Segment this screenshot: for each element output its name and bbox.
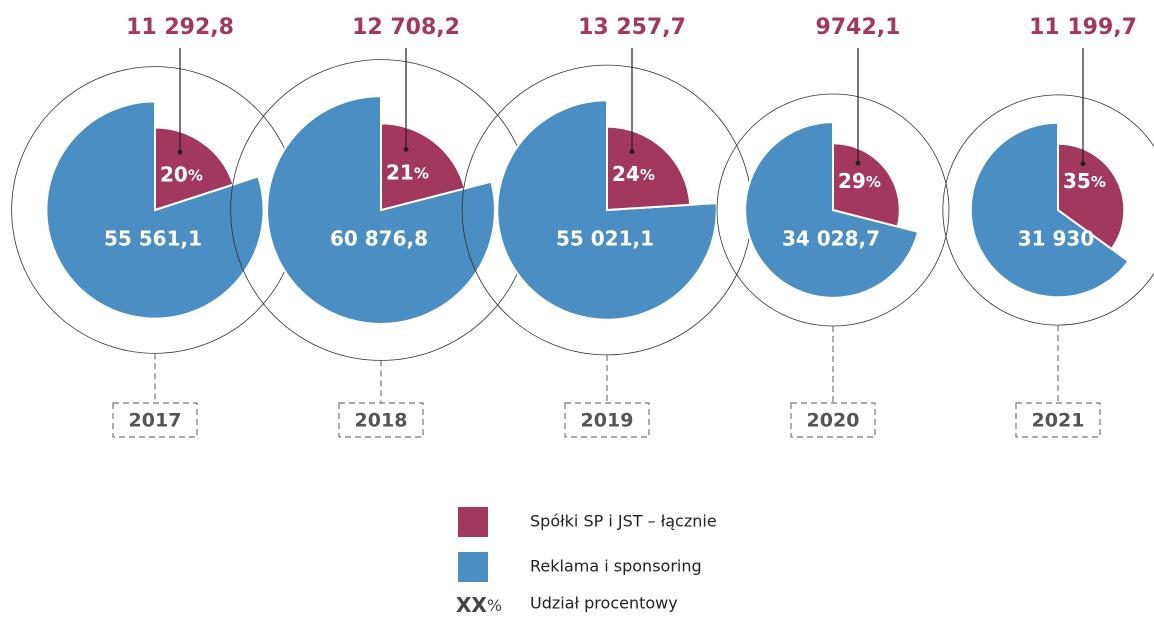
share-value: 21	[386, 160, 414, 184]
callout-dot	[177, 149, 183, 155]
share-unit: %	[640, 165, 655, 183]
year-box	[790, 402, 876, 438]
callout-dot	[1080, 161, 1086, 167]
callout-dot	[629, 149, 635, 155]
pie-slice	[1057, 142, 1126, 251]
value-label: 34 028,7	[782, 227, 880, 251]
share-label: 35%	[1063, 169, 1106, 193]
value-label: 11 292,8	[126, 15, 234, 40]
pie-slice	[832, 142, 901, 228]
year-box	[1015, 402, 1101, 438]
legend-swatch	[458, 552, 488, 582]
legend-label: Reklama i sponsoring	[530, 557, 702, 576]
value-label: 9742,1	[816, 15, 901, 40]
pie-slice	[45, 100, 265, 320]
callout-dot	[403, 146, 409, 152]
year-box	[564, 402, 650, 438]
share-unit: %	[866, 172, 881, 190]
legend-sample: XX%	[456, 593, 502, 617]
value-label: 12 708,2	[352, 15, 460, 40]
pie-slice	[154, 126, 235, 212]
value-label: 55 561,1	[104, 227, 202, 251]
share-unit: %	[1091, 173, 1106, 191]
legend-sample-unit: %	[487, 596, 502, 615]
share-value: 20	[160, 162, 188, 186]
share-unit: %	[188, 166, 203, 184]
share-unit: %	[414, 164, 429, 182]
legend-sample-text: XX	[456, 593, 487, 617]
pie-slice	[969, 121, 1130, 299]
year-label: 2021	[1032, 410, 1085, 432]
value-label: 11 199,7	[1029, 15, 1137, 40]
legend-label: Spółki SP i JST – łącznie	[530, 512, 717, 531]
year-label: 2017	[129, 410, 182, 432]
pie-slice	[606, 125, 692, 212]
pie-slice	[380, 122, 467, 212]
year-box	[338, 402, 424, 438]
share-label: 24%	[612, 161, 655, 185]
year-label: 2019	[581, 410, 634, 432]
share-value: 24	[612, 161, 640, 185]
year-box	[112, 402, 198, 438]
share-label: 21%	[386, 160, 429, 184]
year-label: 2020	[807, 410, 860, 432]
legend-swatch	[458, 507, 488, 537]
value-label: 55 021,1	[556, 227, 654, 251]
share-label: 29%	[838, 168, 881, 192]
value-label: 60 876,8	[330, 227, 428, 251]
callout-dot	[855, 160, 861, 166]
pie-slice	[744, 121, 920, 299]
year-label: 2018	[355, 410, 408, 432]
value-label: 31 930	[1018, 227, 1095, 251]
legend-label: Udział procentowy	[530, 594, 678, 613]
pie-slice	[266, 95, 496, 325]
share-value: 29	[838, 168, 866, 192]
share-value: 35	[1063, 169, 1091, 193]
share-label: 20%	[160, 162, 203, 186]
value-label: 13 257,7	[578, 15, 686, 40]
